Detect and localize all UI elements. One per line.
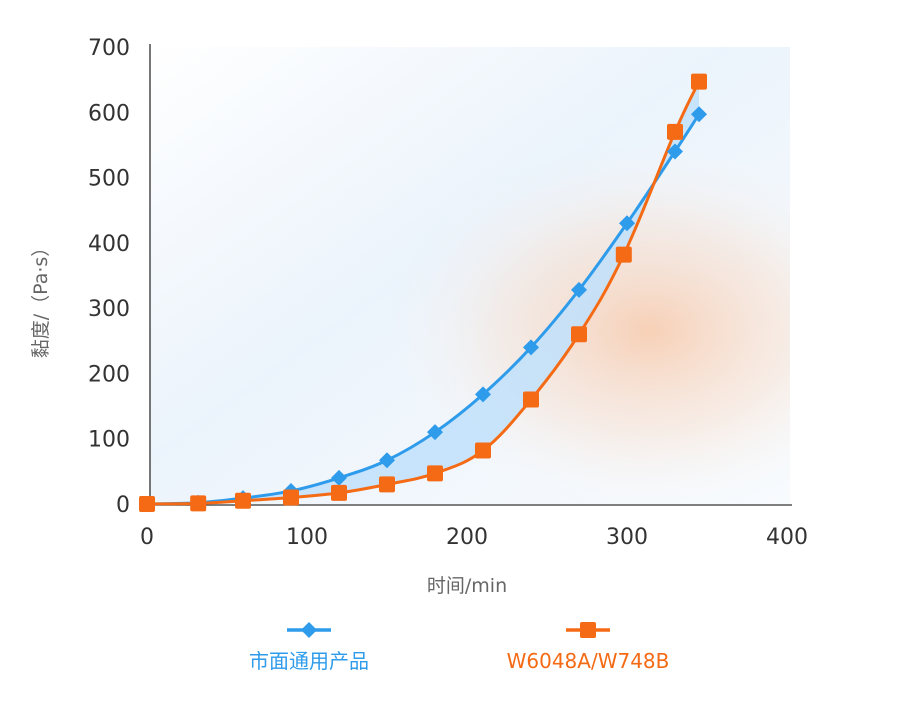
- series-1-point: [667, 123, 683, 140]
- x-tick-label: 300: [606, 525, 648, 550]
- series-0-point: [379, 452, 395, 469]
- series-0-point: [667, 143, 683, 160]
- series-markers: [139, 73, 707, 512]
- x-tick-label: 200: [446, 525, 488, 550]
- y-tick-label: 100: [88, 428, 130, 453]
- legend: 市面通用产品 W6048A/W748B: [249, 622, 669, 673]
- series-0-point: [475, 386, 491, 403]
- series-1-point: [523, 391, 539, 408]
- x-tick-label: 0: [140, 525, 154, 550]
- axes: [149, 44, 792, 506]
- y-tick-label: 400: [88, 232, 130, 257]
- series-0-point: [427, 424, 443, 441]
- y-tick-label: 0: [116, 493, 130, 518]
- series-0-point: [691, 106, 707, 123]
- legend-0-marker: [301, 622, 317, 638]
- series-0-point: [331, 469, 347, 486]
- series-1-point: [571, 326, 587, 343]
- legend-item-1: W6048A/W748B: [507, 622, 670, 673]
- series-1-point: [379, 476, 395, 493]
- series-gap-fill: [147, 81, 699, 504]
- series-0-point: [523, 339, 539, 356]
- legend-1-marker: [580, 622, 596, 638]
- series-1-point: [691, 73, 707, 90]
- series-1-point: [283, 489, 299, 506]
- y-tick-label: 500: [88, 167, 130, 192]
- y-tick-label: 700: [88, 36, 130, 61]
- y-tick-label: 200: [88, 362, 130, 387]
- series-1-point: [331, 484, 347, 501]
- x-tick-label: 100: [286, 525, 328, 550]
- y-axis-label: 黏度/（Pa·s）: [30, 238, 52, 359]
- y-tick-label: 600: [88, 101, 130, 126]
- legend-1-label: W6048A/W748B: [507, 649, 670, 673]
- series-1-point: [190, 495, 207, 512]
- series-0-point: [571, 281, 587, 298]
- series-1-point: [615, 246, 632, 263]
- tick-labels: 0 100 200 300 400 500 600 700 0 100 200 300 400: [88, 36, 808, 550]
- y-tick-label: 300: [88, 297, 130, 322]
- between-series-fill: [147, 81, 699, 504]
- series-1-point: [235, 492, 251, 509]
- series-1-point: [475, 442, 491, 459]
- series-1-point: [139, 496, 155, 512]
- x-axis-label: 时间/min: [427, 575, 507, 597]
- legend-item-0: 市面通用产品: [249, 622, 369, 673]
- legend-0-label: 市面通用产品: [249, 649, 369, 673]
- series-0-point: [619, 215, 635, 232]
- x-tick-label: 400: [766, 525, 808, 550]
- series-1-point: [427, 465, 443, 482]
